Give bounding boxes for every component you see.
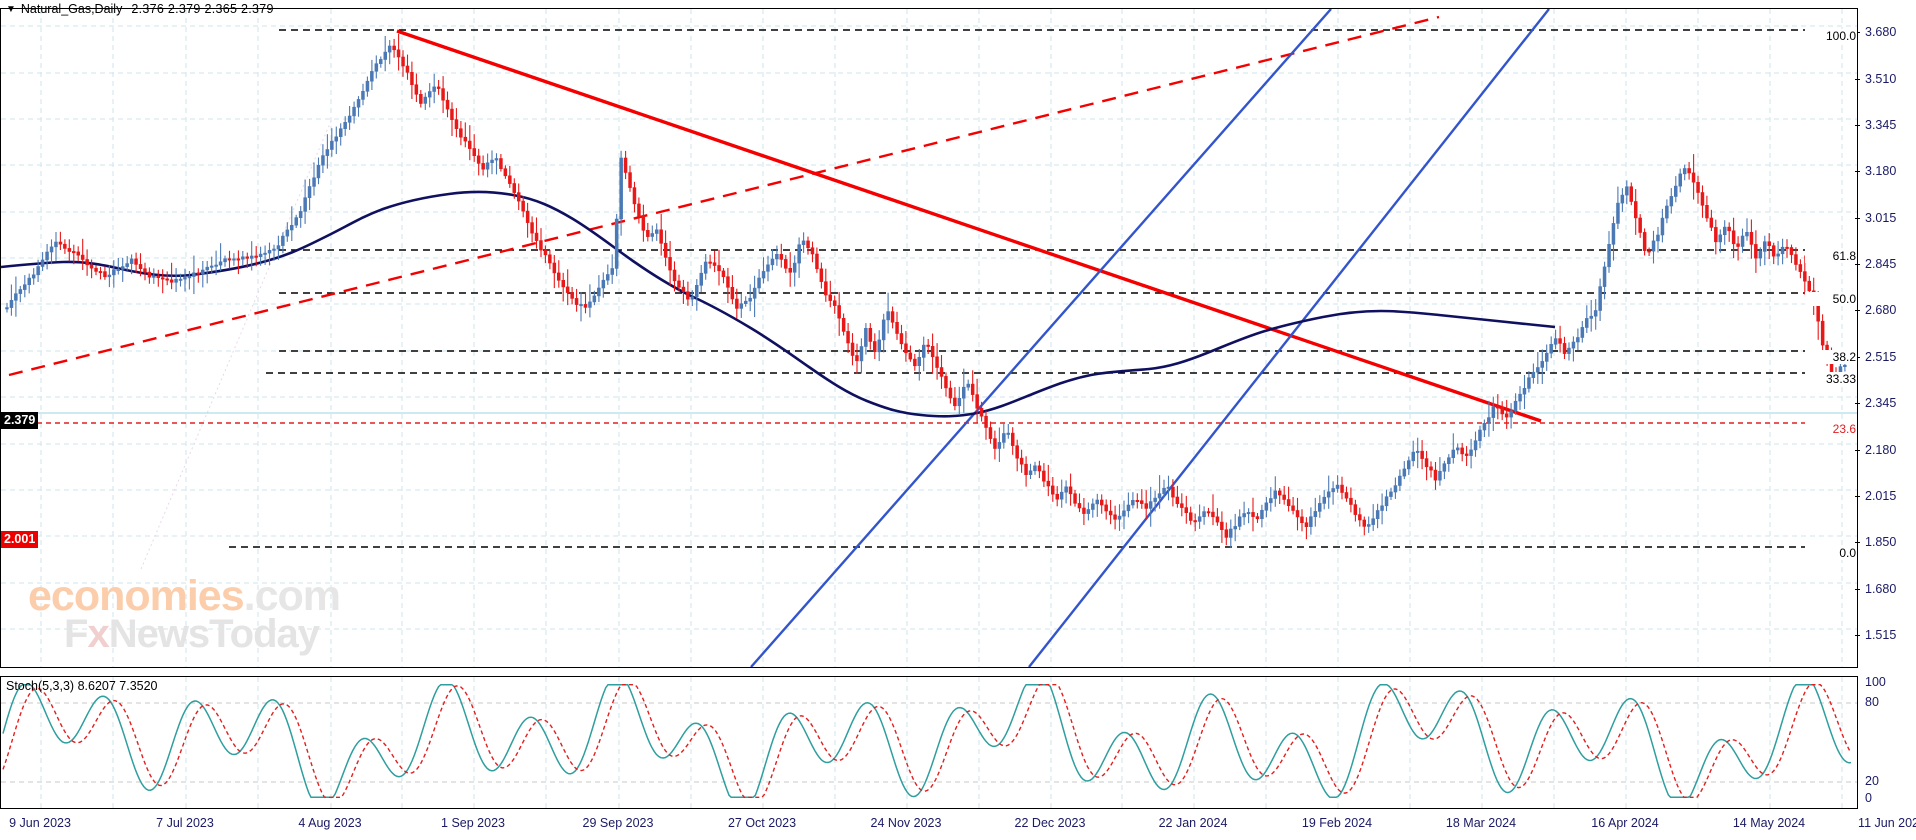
stoch-vertical-gridlines (40, 677, 1843, 808)
price-tick: 3.345 (1855, 118, 1896, 132)
symbol-label: Natural_Gas,Daily (20, 2, 123, 16)
fib-label: 0.0 (1805, 546, 1857, 560)
date-tick: 22 Jan 2024 (1158, 816, 1228, 830)
date-tick: 14 May 2024 (1732, 816, 1806, 830)
ascending-channel-upper-line (1028, 9, 1550, 667)
price-tick: 2.515 (1855, 350, 1896, 364)
stochastic-svg (1, 677, 1857, 808)
date-tick: 24 Nov 2023 (870, 816, 942, 830)
price-chart-svg (1, 9, 1857, 667)
date-tick: 1 Sep 2023 (441, 816, 505, 830)
price-tick: 3.015 (1855, 211, 1896, 225)
stoch-tick: 100 (1865, 675, 1886, 689)
date-tick: 19 Feb 2024 (1301, 816, 1373, 830)
price-axis[interactable]: 3.680 3.510 3.345 3.180 3.015 2.845 2.680 2.515… (1855, 8, 1916, 668)
stoch-k-line (2, 683, 1852, 799)
stochastic-axis: 100 80 20 0 (1859, 675, 1916, 809)
stoch-d-line (2, 684, 1852, 798)
date-tick: 16 Apr 2024 (1591, 816, 1659, 830)
price-tick: 2.015 (1855, 489, 1896, 503)
fibonacci-levels (1, 29, 1857, 548)
date-tick: 4 Aug 2023 (298, 816, 362, 830)
date-tick: 11 Jun 2024 (1858, 816, 1916, 830)
faint-guide-line (140, 120, 332, 570)
ascending-support-dashed-line (8, 15, 1440, 377)
price-tick: 1.680 (1855, 582, 1896, 596)
descending-resistance-line (396, 29, 1542, 423)
fib-label: 33.33 (1805, 372, 1857, 386)
date-tick: 18 Mar 2024 (1445, 816, 1517, 830)
stochastic-plot-area (1, 677, 1857, 808)
price-tick: 2.845 (1855, 257, 1896, 271)
horizontal-gridlines (1, 25, 1857, 630)
price-tick: 2.680 (1855, 303, 1896, 317)
fib-label: 38.2 (1805, 350, 1857, 364)
date-axis: 9 Jun 2023 7 Jul 2023 4 Aug 2023 1 Sep 2023… (0, 812, 1916, 840)
candlestick-series (5, 33, 1847, 548)
fib-label: 23.6 (1805, 422, 1857, 436)
date-tick: 9 Jun 2023 (9, 816, 71, 830)
price-plot-area (1, 9, 1857, 667)
price-tick: 1.515 (1855, 628, 1896, 642)
ascending-channel-lower-line (750, 9, 1332, 667)
price-tick: 2.180 (1855, 443, 1896, 457)
price-tick: 3.680 (1855, 25, 1896, 39)
indicator-header: Stoch(5,3,3) 8.6207 7.3520 (6, 679, 158, 693)
date-tick: 27 Oct 2023 (727, 816, 797, 830)
alert-price-tag: 2.001 (1, 531, 39, 548)
vertical-gridlines (40, 9, 1843, 667)
date-tick: 22 Dec 2023 (1014, 816, 1086, 830)
moving-average-path (1, 190, 1556, 418)
chart-header: ▼ Natural_Gas,Daily 2.376 2.379 2.365 2.37… (6, 2, 274, 16)
ohlc-values: 2.376 2.379 2.365 2.379 (131, 2, 274, 16)
price-tick: 3.510 (1855, 72, 1896, 86)
stochastic-panel[interactable] (0, 676, 1858, 809)
fib-label: 50.0 (1805, 292, 1857, 306)
stoch-tick: 0 (1865, 791, 1872, 805)
price-tick: 3.180 (1855, 164, 1896, 178)
stoch-tick: 80 (1865, 695, 1879, 709)
triangle-down-icon[interactable]: ▼ (6, 4, 16, 15)
price-tick: 2.345 (1855, 396, 1896, 410)
fib-label: 61.8 (1805, 249, 1857, 263)
current-price-tag: 2.379 (1, 412, 39, 429)
price-chart-panel[interactable] (0, 8, 1858, 668)
fib-label: 100.0 (1805, 29, 1857, 43)
date-tick: 29 Sep 2023 (582, 816, 654, 830)
price-tick: 1.850 (1855, 535, 1896, 549)
indicator-label: Stoch(5,3,3) 8.6207 7.3520 (6, 679, 158, 693)
date-tick: 7 Jul 2023 (156, 816, 214, 830)
stoch-tick: 20 (1865, 774, 1879, 788)
